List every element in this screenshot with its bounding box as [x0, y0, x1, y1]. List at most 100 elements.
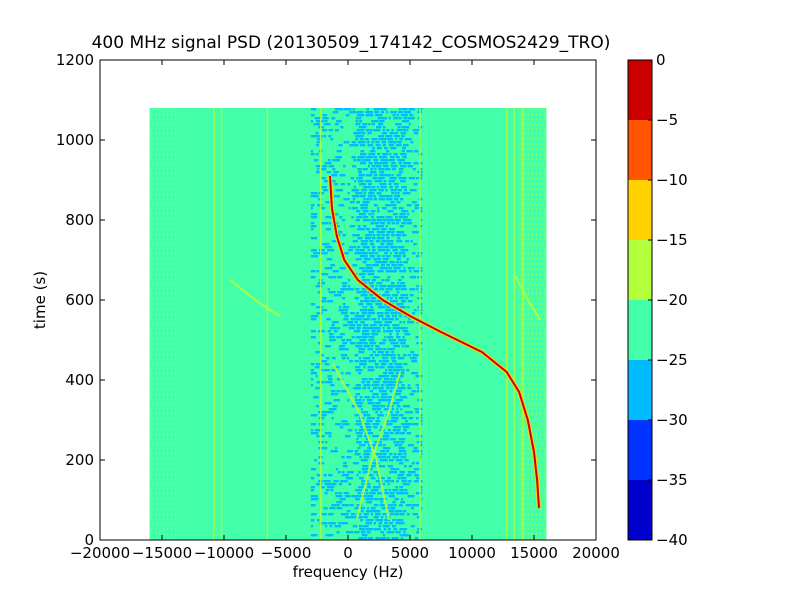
low-power-noise: [385, 480, 391, 482]
low-power-noise: [411, 372, 418, 374]
low-power-noise: [384, 336, 386, 338]
low-power-noise: [359, 273, 366, 275]
low-power-noise: [413, 168, 416, 170]
low-power-noise: [403, 453, 406, 455]
low-power-noise: [352, 195, 359, 197]
low-power-noise: [340, 174, 346, 176]
low-power-noise: [399, 471, 405, 473]
low-power-noise: [369, 240, 373, 242]
colorbar-segment: [628, 480, 652, 540]
low-power-noise: [372, 138, 378, 140]
low-power-noise: [396, 441, 400, 443]
low-power-noise: [347, 357, 349, 359]
low-power-noise: [331, 174, 337, 176]
x-tick-label: −15000: [132, 544, 192, 562]
low-power-noise: [380, 222, 385, 224]
low-power-noise: [358, 174, 365, 176]
low-power-noise: [396, 459, 403, 461]
low-power-noise: [402, 480, 407, 482]
low-power-noise: [342, 471, 344, 473]
low-power-noise: [377, 237, 380, 239]
low-power-noise: [389, 270, 397, 272]
low-power-noise: [402, 417, 407, 419]
low-power-noise: [375, 141, 379, 143]
low-power-noise: [357, 228, 365, 230]
low-power-noise: [338, 492, 342, 494]
low-power-noise: [340, 267, 346, 269]
low-power-noise: [351, 177, 354, 179]
low-power-noise: [380, 159, 388, 161]
low-power-noise: [372, 405, 380, 407]
low-power-noise: [350, 342, 356, 344]
low-power-noise: [376, 282, 382, 284]
low-power-noise: [391, 480, 394, 482]
low-power-noise: [349, 111, 356, 113]
low-power-noise: [334, 399, 341, 401]
low-power-noise: [372, 384, 374, 386]
low-power-noise: [324, 120, 327, 122]
low-power-noise: [352, 141, 357, 143]
low-power-noise: [322, 411, 327, 413]
low-power-noise: [351, 216, 353, 218]
low-power-noise: [341, 420, 347, 422]
low-power-noise: [341, 354, 347, 356]
low-power-noise: [365, 180, 372, 182]
low-power-noise: [394, 504, 396, 506]
low-power-noise: [311, 432, 319, 434]
low-power-noise: [403, 267, 405, 269]
low-power-noise: [323, 117, 329, 119]
low-power-noise: [359, 120, 362, 122]
low-power-noise: [344, 108, 352, 110]
low-power-noise: [363, 324, 369, 326]
low-power-noise: [321, 486, 324, 488]
low-power-noise: [367, 531, 371, 533]
low-power-noise: [378, 315, 384, 317]
low-power-noise: [403, 129, 406, 131]
low-power-noise: [390, 111, 397, 113]
low-power-noise: [362, 270, 369, 272]
low-power-noise: [396, 222, 399, 224]
low-power-noise: [370, 324, 377, 326]
low-power-noise: [392, 264, 397, 266]
low-power-noise: [329, 339, 336, 341]
low-power-noise: [367, 507, 369, 509]
low-power-noise: [367, 417, 373, 419]
low-power-noise: [386, 237, 389, 239]
low-power-noise: [324, 402, 331, 404]
low-power-noise: [415, 336, 418, 338]
low-power-noise: [382, 144, 385, 146]
low-power-noise: [367, 456, 369, 458]
low-power-noise: [421, 498, 422, 500]
colorbar-tick-label: −20: [656, 291, 688, 309]
low-power-noise: [363, 198, 365, 200]
low-power-noise: [411, 507, 414, 509]
low-power-noise: [327, 249, 334, 251]
low-power-noise: [311, 204, 315, 206]
low-power-noise: [399, 171, 403, 173]
low-power-noise: [363, 219, 371, 221]
low-power-noise: [356, 318, 362, 320]
colorbar-tick-label: −30: [656, 411, 688, 429]
low-power-noise: [401, 210, 408, 212]
low-power-noise: [381, 354, 388, 356]
low-power-noise: [311, 513, 317, 515]
low-power-noise: [372, 279, 376, 281]
low-power-noise: [382, 294, 387, 296]
low-power-noise: [341, 183, 345, 185]
low-power-noise: [368, 273, 375, 275]
low-power-noise: [325, 534, 333, 536]
low-power-noise: [372, 408, 376, 410]
low-power-noise: [316, 375, 318, 377]
low-power-noise: [357, 114, 365, 116]
low-power-noise: [370, 354, 373, 356]
low-power-noise: [387, 219, 394, 221]
low-power-noise: [321, 435, 325, 437]
low-power-noise: [355, 288, 359, 290]
low-power-noise: [374, 384, 379, 386]
low-power-noise: [342, 342, 347, 344]
low-power-noise: [395, 315, 397, 317]
low-power-noise: [339, 216, 342, 218]
low-power-noise: [381, 363, 386, 365]
low-power-noise: [360, 309, 367, 311]
low-power-noise: [367, 315, 371, 317]
